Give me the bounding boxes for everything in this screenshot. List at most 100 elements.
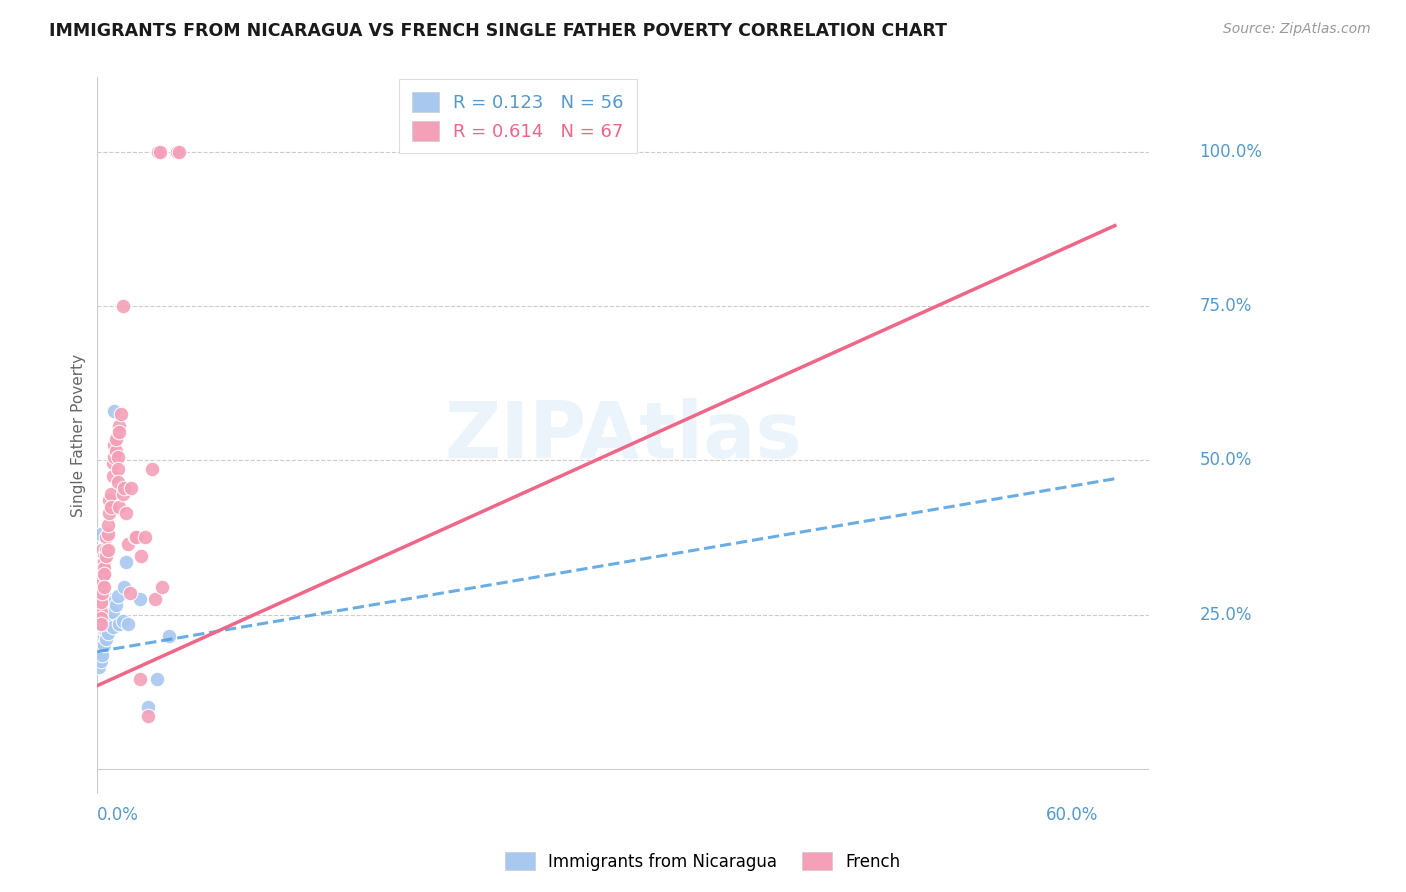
Point [91, 648, 114, 662]
Point [114, 580, 136, 594]
Point [94, 614, 117, 628]
Point [93, 623, 115, 637]
Point [124, 530, 146, 544]
Point [105, 432, 128, 446]
Legend: R = 0.123   N = 56, R = 0.614   N = 67: R = 0.123 N = 56, R = 0.614 N = 67 [399, 79, 637, 153]
Point [96, 518, 118, 533]
Point [103, 438, 125, 452]
Point [114, 481, 136, 495]
Point [87, 648, 110, 662]
Point [90, 605, 112, 619]
Point [136, 700, 159, 714]
Point [115, 555, 138, 569]
Y-axis label: Single Father Poverty: Single Father Poverty [72, 354, 86, 517]
Point [94, 626, 117, 640]
Point [90, 629, 112, 643]
Point [143, 592, 166, 607]
Point [87, 654, 110, 668]
Point [94, 549, 117, 563]
Point [91, 639, 114, 653]
Point [93, 580, 115, 594]
Point [93, 549, 115, 563]
Point [125, 530, 148, 544]
Point [90, 654, 112, 668]
Point [87, 650, 110, 665]
Point [157, 629, 180, 643]
Point [96, 595, 118, 609]
Point [87, 645, 110, 659]
Legend: Immigrants from Nicaragua, French: Immigrants from Nicaragua, French [496, 844, 910, 880]
Point [101, 620, 124, 634]
Point [90, 626, 112, 640]
Point [93, 614, 115, 628]
Point [90, 589, 112, 603]
Point [90, 527, 112, 541]
Point [107, 589, 129, 603]
Point [90, 645, 112, 659]
Point [87, 605, 110, 619]
Point [96, 527, 118, 541]
Point [120, 481, 142, 495]
Point [90, 599, 112, 613]
Point [118, 586, 141, 600]
Point [96, 542, 118, 557]
Point [128, 592, 150, 607]
Point [87, 607, 110, 622]
Point [91, 641, 114, 656]
Point [91, 542, 114, 557]
Text: 100.0%: 100.0% [1199, 143, 1263, 161]
Point [87, 639, 110, 653]
Point [101, 605, 124, 619]
Point [98, 616, 121, 631]
Point [87, 610, 110, 624]
Point [90, 589, 112, 603]
Point [90, 635, 112, 649]
Point [111, 614, 134, 628]
Text: 50.0%: 50.0% [1199, 451, 1251, 469]
Point [91, 580, 114, 594]
Point [100, 500, 122, 514]
Point [87, 660, 110, 674]
Point [101, 456, 124, 470]
Point [108, 616, 131, 631]
Point [87, 632, 110, 647]
Point [108, 419, 131, 434]
Point [149, 145, 172, 159]
Point [93, 629, 115, 643]
Point [91, 574, 114, 588]
Point [131, 549, 153, 563]
Point [91, 555, 114, 569]
Point [134, 530, 156, 544]
Point [166, 145, 188, 159]
Point [94, 542, 117, 557]
Point [167, 145, 190, 159]
Text: 25.0%: 25.0% [1199, 606, 1253, 624]
Point [108, 425, 131, 440]
Point [93, 616, 115, 631]
Point [94, 632, 117, 647]
Point [107, 462, 129, 476]
Point [93, 567, 115, 582]
Point [91, 576, 114, 591]
Point [90, 595, 112, 609]
Point [100, 487, 122, 501]
Point [103, 404, 125, 418]
Point [105, 444, 128, 458]
Point [111, 299, 134, 313]
Point [90, 610, 112, 624]
Point [90, 648, 112, 662]
Point [110, 407, 132, 421]
Point [94, 530, 117, 544]
Point [93, 561, 115, 575]
Point [91, 586, 114, 600]
Point [115, 506, 138, 520]
Text: 75.0%: 75.0% [1199, 297, 1251, 315]
Point [148, 145, 170, 159]
Point [90, 616, 112, 631]
Point [98, 605, 121, 619]
Point [90, 641, 112, 656]
Point [105, 599, 128, 613]
Text: ZIPAtlas: ZIPAtlas [444, 398, 801, 474]
Point [145, 673, 167, 687]
Point [117, 536, 139, 550]
